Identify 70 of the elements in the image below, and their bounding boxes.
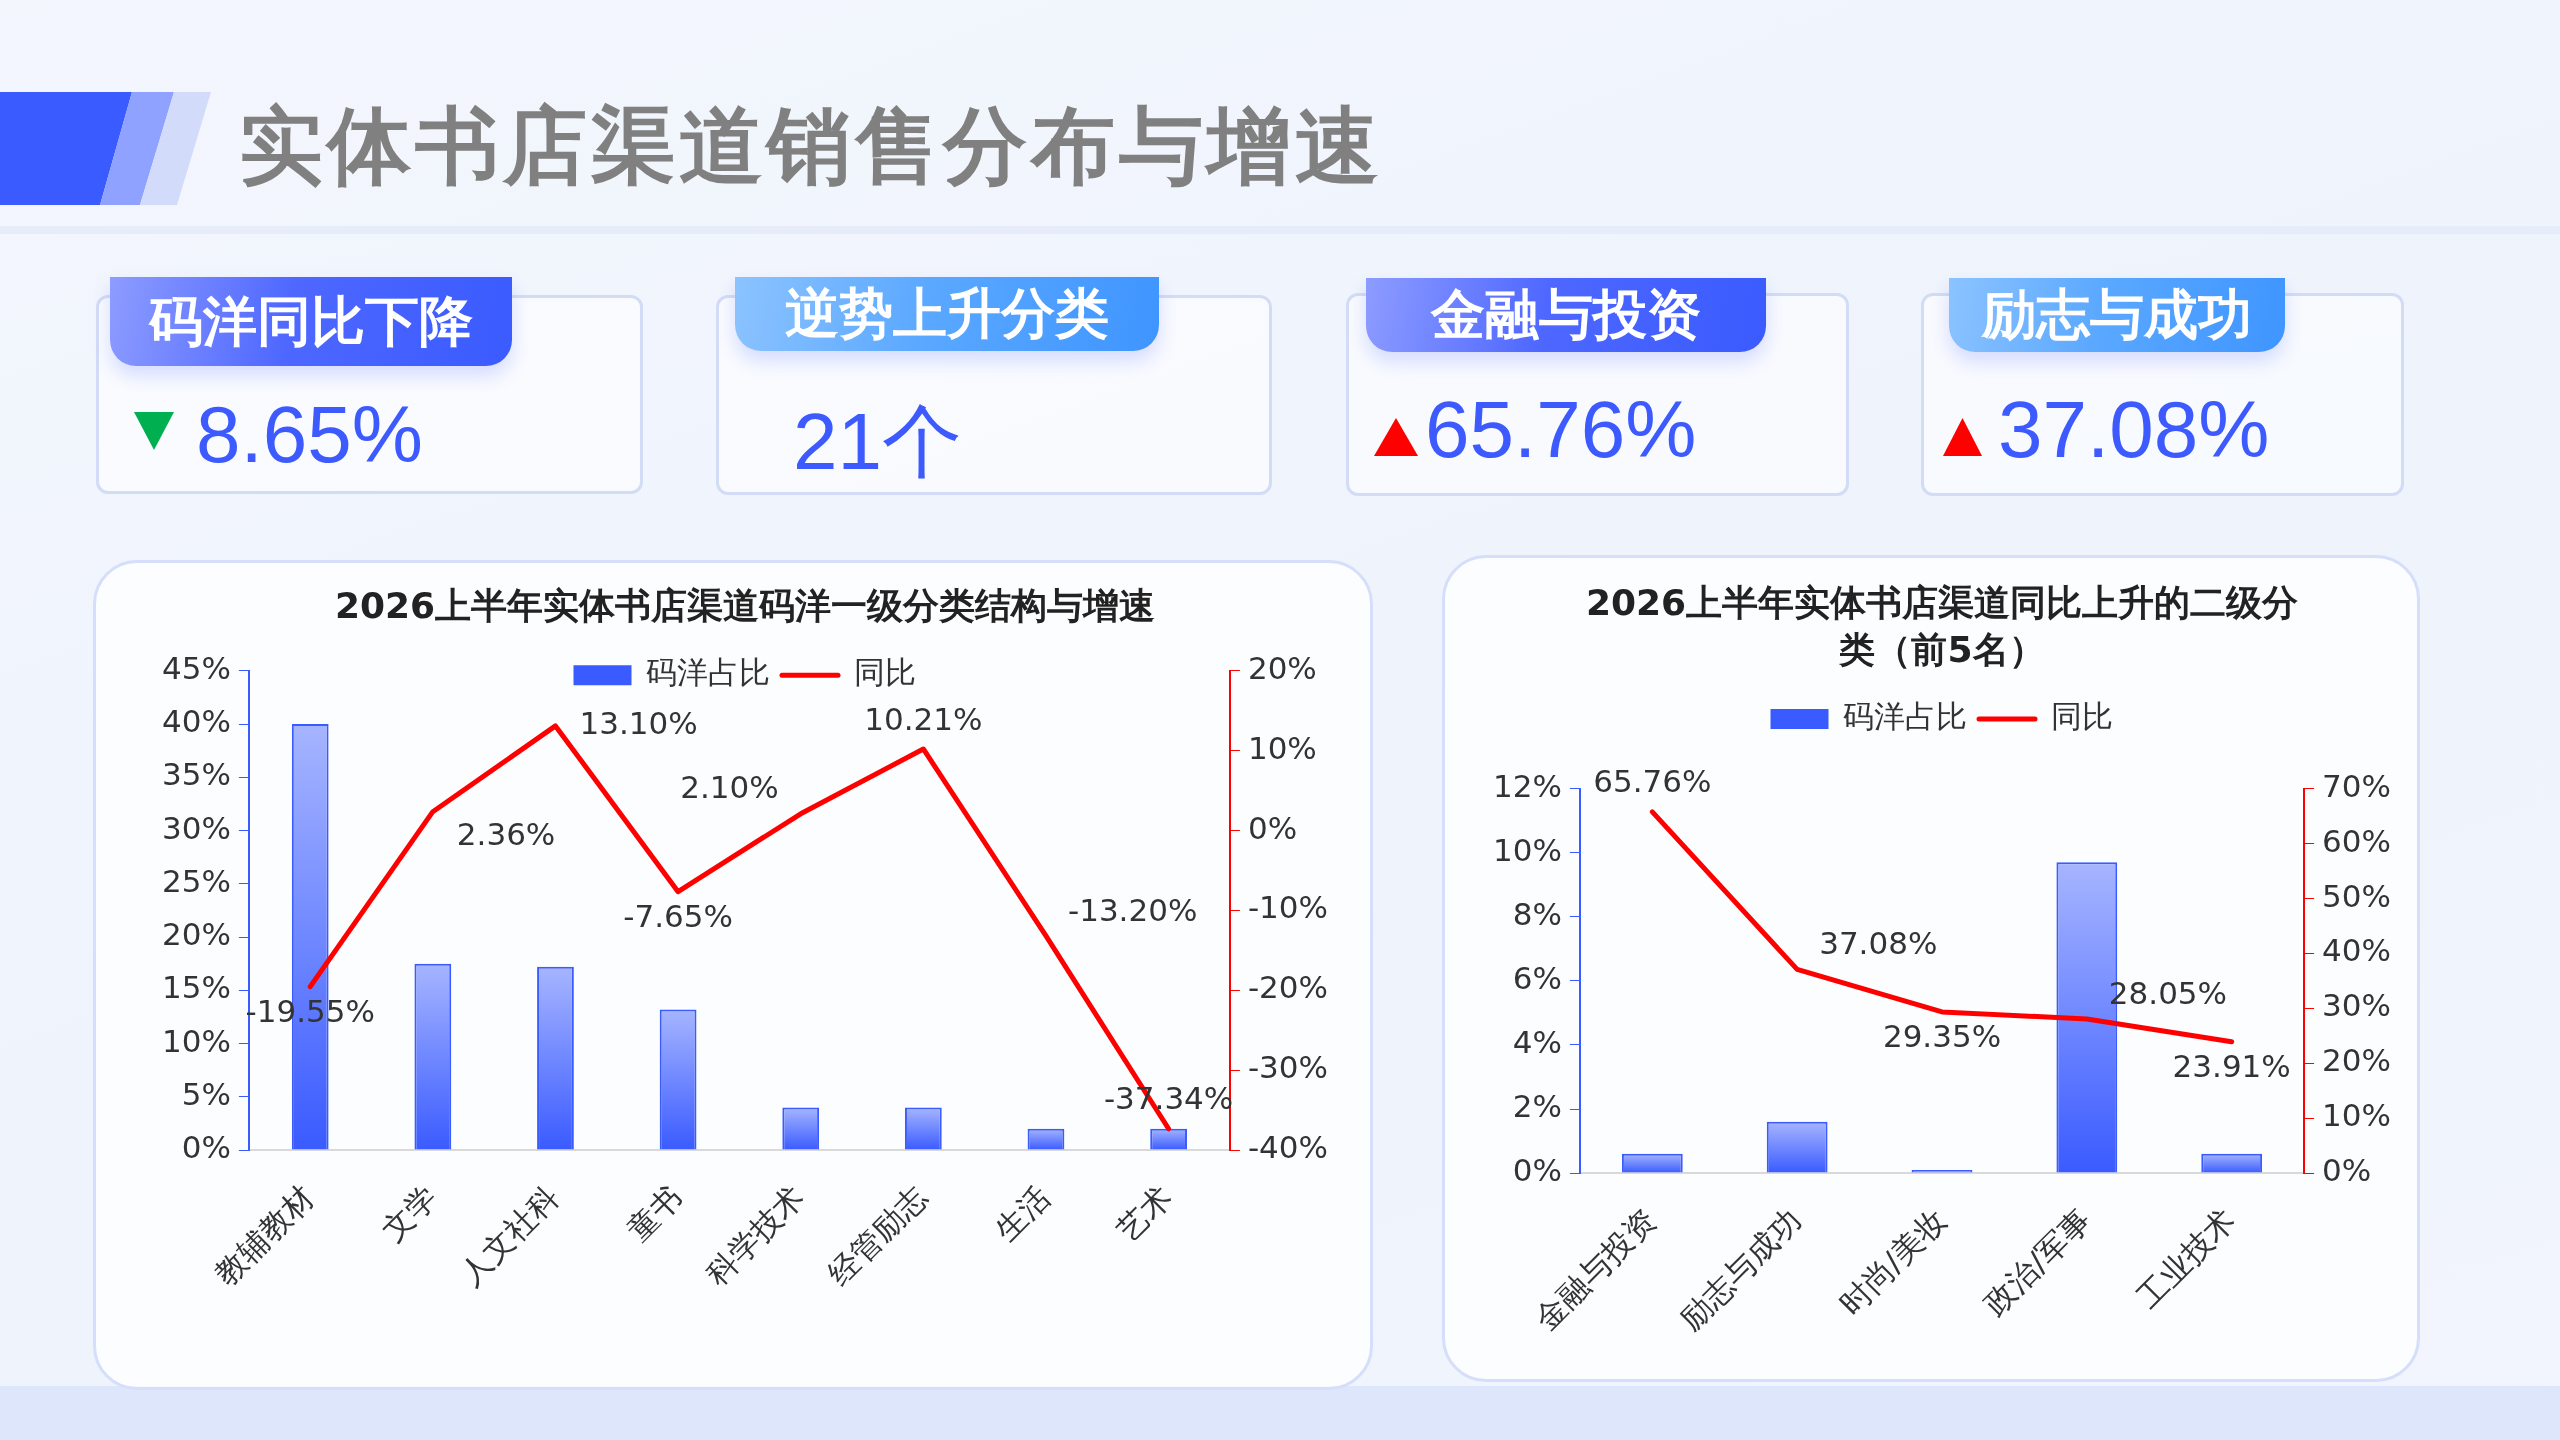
x-tick-label: 童书 — [619, 1178, 689, 1248]
y2-tick-label: 0% — [2322, 1152, 2372, 1189]
x-tick-label: 政治/军事 — [1976, 1201, 2098, 1322]
data-label: 2.36% — [456, 816, 556, 853]
y2-tick-label: 50% — [2322, 877, 2391, 914]
text: 实体书店渠道销售分布与增速 — [239, 97, 1383, 195]
x-tick-label: 教辅教材 — [207, 1178, 321, 1292]
data-label: 13.10% — [579, 704, 698, 741]
text: 37.08% — [1998, 385, 2270, 474]
y-tick-label: 25% — [162, 862, 231, 899]
y2-tick-label: 20% — [1247, 649, 1317, 686]
y-tick-label: 0% — [1512, 1152, 1562, 1189]
data-label: 10.21% — [864, 700, 983, 737]
y2-tick-label: 0% — [1247, 809, 1298, 846]
legend-label: 同比 — [853, 654, 916, 691]
text: 21个 — [793, 397, 962, 486]
x-tick-label: 文学 — [374, 1178, 444, 1248]
legend-label: 同比 — [2050, 698, 2113, 735]
label-tab: 金融与投资 — [1366, 278, 1766, 352]
x-tick-label: 工业技术 — [2129, 1201, 2243, 1315]
y2-tick-label: -20% — [1247, 969, 1329, 1006]
text: 8.65% — [196, 390, 423, 479]
data-label: 65.76% — [1593, 763, 1712, 800]
y-tick-label: 20% — [162, 916, 231, 953]
y2-tick-label: 10% — [1247, 729, 1317, 766]
data-label: 2.10% — [680, 769, 779, 806]
y-tick-label: 10% — [162, 1022, 231, 1059]
label-tab: 逆势上升分类 — [735, 277, 1159, 351]
y2-tick-label: 70% — [2322, 767, 2391, 804]
y2-tick-label: -40% — [1247, 1129, 1329, 1166]
chart-title: 2026上半年实体书店渠道码洋一级分类结构与增速 — [334, 584, 1156, 626]
x-tick-label: 人文社科 — [452, 1178, 567, 1292]
text: 65.76% — [1425, 385, 1697, 474]
x-tick-label: 艺术 — [1109, 1178, 1180, 1248]
y2-tick-label: -10% — [1247, 889, 1329, 926]
y-tick-label: 10% — [1493, 831, 1562, 868]
y2-tick-label: 20% — [2322, 1042, 2391, 1079]
y-tick-label: 5% — [181, 1075, 231, 1112]
y-tick-label: 4% — [1512, 1023, 1562, 1060]
y2-tick-label: 30% — [2322, 987, 2391, 1024]
y-tick-label: 30% — [162, 809, 231, 846]
y-tick-label: 40% — [162, 703, 231, 740]
y-tick-label: 8% — [1512, 895, 1562, 932]
x-tick-label: 科学技术 — [698, 1178, 812, 1292]
y-tick-label: 0% — [181, 1129, 231, 1166]
x-tick-label: 励志与成功 — [1672, 1201, 1808, 1337]
data-label: 37.08% — [1819, 924, 1938, 961]
chart-title: 2026上半年实体书店渠道同比上升的二级分类（前5名） — [1585, 581, 2299, 670]
y2-tick-label: 40% — [2322, 932, 2391, 969]
y-tick-label: 2% — [1512, 1088, 1562, 1125]
label-tab: 码洋同比下降 — [110, 277, 512, 366]
y-tick-label: 35% — [162, 756, 231, 793]
x-tick-label: 时尚/美妆 — [1832, 1201, 1953, 1322]
x-tick-label: 经管励志 — [820, 1178, 934, 1292]
data-label: 23.91% — [2172, 1048, 2291, 1085]
legend-label: 码洋占比 — [646, 654, 770, 691]
y2-tick-label: -30% — [1247, 1049, 1329, 1086]
data-label: 29.35% — [1882, 1018, 2002, 1055]
y-tick-label: 6% — [1512, 959, 1562, 996]
data-label: -13.20% — [1067, 891, 1198, 928]
data-label: -7.65% — [623, 898, 733, 935]
y-tick-label: 15% — [162, 969, 231, 1006]
legend-label: 码洋占比 — [1843, 698, 1967, 735]
y2-tick-label: 60% — [2322, 822, 2391, 859]
y2-tick-label: 10% — [2322, 1097, 2391, 1134]
y-tick-label: 45% — [162, 649, 231, 686]
y-tick-label: 12% — [1493, 767, 1562, 804]
label-tab: 励志与成功 — [1949, 278, 2285, 352]
x-tick-label: 生活 — [987, 1178, 1057, 1248]
x-tick-label: 金融与投资 — [1527, 1201, 1663, 1337]
